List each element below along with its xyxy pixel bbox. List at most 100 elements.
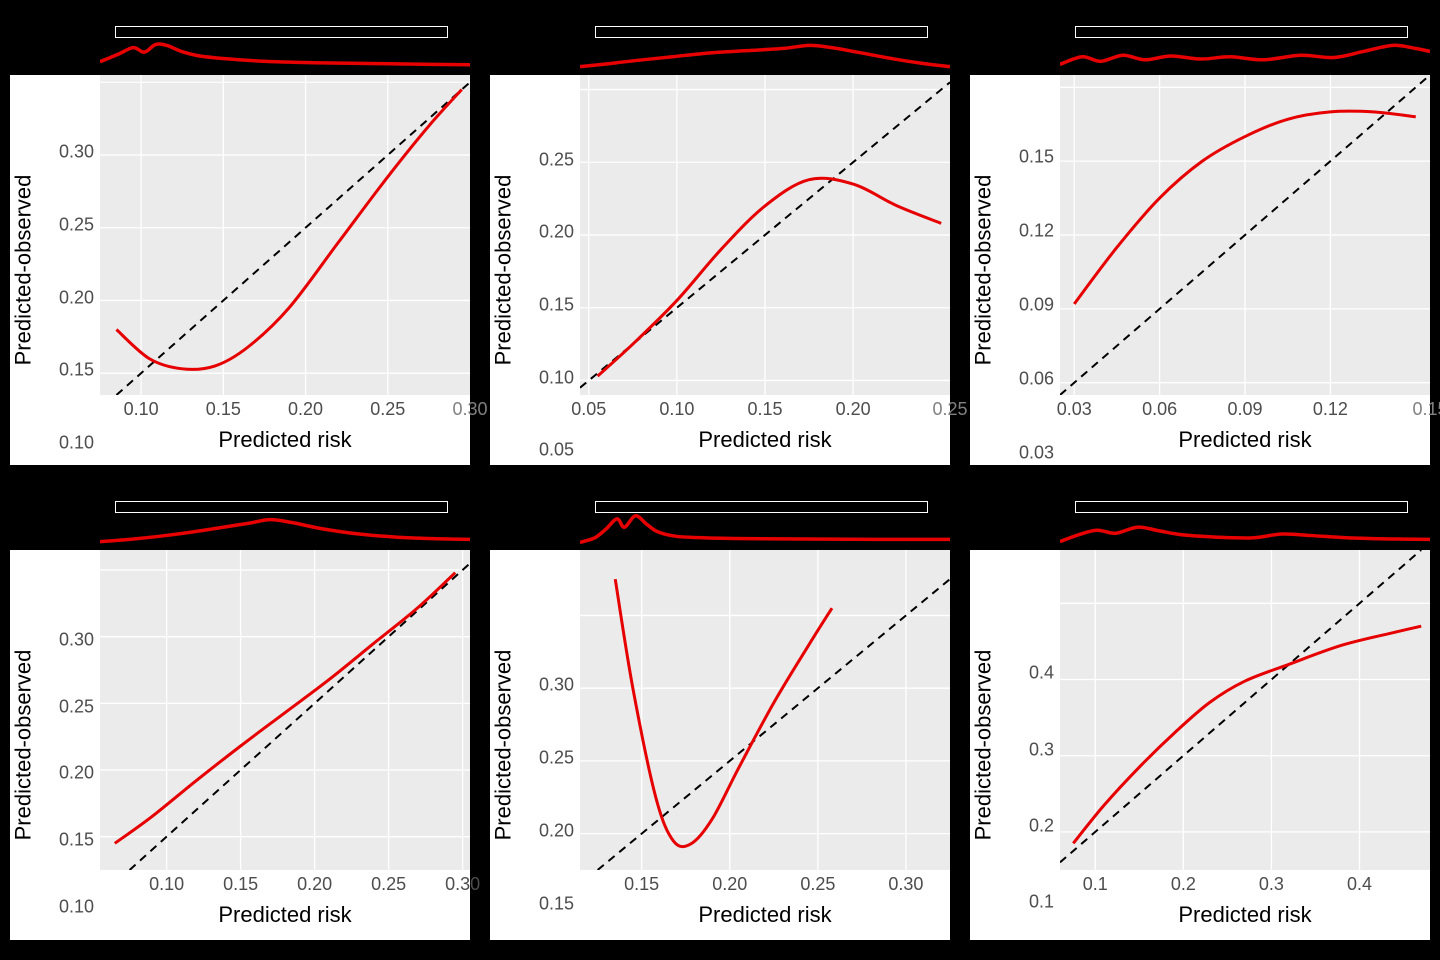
chart-svg-wrap <box>580 75 950 395</box>
x-tick-label: 0.20 <box>297 874 332 895</box>
calibration-chart <box>580 550 950 870</box>
y-tick-label: 0.30 <box>59 630 94 651</box>
calibration-chart <box>580 75 950 395</box>
x-tick-label: 0.4 <box>1347 874 1372 895</box>
calibration-panel: Predicted-observed0.150.200.250.300.150.… <box>490 495 950 940</box>
y-tick-label: 0.25 <box>59 696 94 717</box>
x-axis-label: Predicted risk <box>1060 902 1430 928</box>
y-axis: Predicted-observed0.030.060.090.120.15 <box>970 75 1060 465</box>
x-tick-label: 0.15 <box>223 874 258 895</box>
y-tick-label: 0.30 <box>539 675 574 696</box>
y-tick-label: 0.06 <box>1019 368 1054 389</box>
x-axis: 0.050.100.150.200.25Predicted risk <box>580 395 950 465</box>
x-ticks: 0.100.150.200.250.30 <box>100 395 470 423</box>
calibration-chart <box>1060 75 1430 395</box>
chart-svg-wrap <box>1060 75 1430 395</box>
y-tick-label: 0.15 <box>1019 147 1054 168</box>
x-tick-label: 0.25 <box>370 399 405 420</box>
x-axis: 0.030.060.090.120.15Predicted risk <box>1060 395 1430 465</box>
density-curve <box>580 512 950 550</box>
y-axis-label: Predicted-observed <box>490 75 516 465</box>
x-tick-label: 0.20 <box>288 399 323 420</box>
y-tick-label: 0.20 <box>59 763 94 784</box>
chart-grid: Predicted-observed0.100.150.200.250.300.… <box>0 0 1440 960</box>
chart-svg-wrap <box>100 75 470 395</box>
x-tick-label: 0.09 <box>1227 399 1262 420</box>
density-strip <box>970 20 1430 75</box>
plot-area: Predicted-observed0.10.20.30.40.10.20.30… <box>970 550 1430 940</box>
density-curve <box>100 512 470 550</box>
y-axis: Predicted-observed0.150.200.250.30 <box>490 550 580 940</box>
y-axis: Predicted-observed 0.05 0.10 0.15 0.20 0.25 <box>490 75 580 465</box>
x-tick-label: 0.06 <box>1142 399 1177 420</box>
x-axis-label: Predicted risk <box>580 427 950 453</box>
y-tick-label: 0.05 <box>539 440 574 461</box>
plot-area: Predicted-observed0.150.200.250.300.150.… <box>490 550 950 940</box>
x-axis: 0.10.20.30.4Predicted risk <box>1060 870 1430 940</box>
density-strip <box>10 495 470 550</box>
density-strip <box>970 495 1430 550</box>
density-curve <box>100 37 470 75</box>
y-tick-label: 0.4 <box>1029 663 1054 684</box>
x-ticks: 0.150.200.250.30 <box>580 870 950 898</box>
chart-body: 0.100.150.200.250.30Predicted risk <box>100 550 470 940</box>
y-tick-label: 0.10 <box>539 367 574 388</box>
x-tick-label: 0.20 <box>712 874 747 895</box>
y-tick-label: 0.15 <box>539 295 574 316</box>
x-tick-label: 0.1 <box>1083 874 1108 895</box>
x-tick-label-edge: 0.25 <box>932 399 967 420</box>
chart-body: 0.030.060.090.120.15Predicted risk <box>1060 75 1430 465</box>
x-tick-label: 0.25 <box>800 874 835 895</box>
y-ticks: 0.030.060.090.120.15 <box>996 75 1060 465</box>
x-axis: 0.100.150.200.250.30Predicted risk <box>100 395 470 465</box>
y-tick-label: 0.03 <box>1019 442 1054 463</box>
y-tick-label: 0.1 <box>1029 891 1054 912</box>
y-tick-label: 0.20 <box>539 222 574 243</box>
calibration-panel: Predicted-observed 0.05 0.10 0.15 0.20 0.25 0.… <box>490 20 950 465</box>
chart-body: 0.050.100.150.200.25Predicted risk <box>580 75 950 465</box>
chart-svg-wrap <box>580 550 950 870</box>
density-strip <box>490 20 950 75</box>
x-tick-label: 0.10 <box>149 874 184 895</box>
y-axis-label: Predicted-observed <box>10 550 36 940</box>
calibration-chart <box>100 550 470 870</box>
y-ticks: 0.100.150.200.250.30 <box>36 75 100 465</box>
y-axis: Predicted-observed0.100.150.200.250.30 <box>10 75 100 465</box>
y-ticks: 0.100.150.200.250.30 <box>36 550 100 940</box>
x-tick-label: 0.3 <box>1259 874 1284 895</box>
plot-area: Predicted-observed0.030.060.090.120.150.… <box>970 75 1430 465</box>
density-curve <box>580 37 950 75</box>
y-tick-label: 0.09 <box>1019 295 1054 316</box>
y-tick-label: 0.30 <box>59 142 94 163</box>
calibration-panel: Predicted-observed0.10.20.30.40.10.20.30… <box>970 495 1430 940</box>
y-tick-label: 0.15 <box>59 830 94 851</box>
y-axis: Predicted-observed0.10.20.30.4 <box>970 550 1060 940</box>
y-tick-label: 0.10 <box>59 433 94 454</box>
y-tick-label: 0.20 <box>59 287 94 308</box>
chart-body: 0.10.20.30.4Predicted risk <box>1060 550 1430 940</box>
x-ticks: 0.100.150.200.250.30 <box>100 870 470 898</box>
y-axis: Predicted-observed0.100.150.200.250.30 <box>10 550 100 940</box>
calibration-chart <box>1060 550 1430 870</box>
calibration-chart <box>100 75 470 395</box>
calibration-panel: Predicted-observed0.030.060.090.120.150.… <box>970 20 1430 465</box>
x-axis: 0.100.150.200.250.30Predicted risk <box>100 870 470 940</box>
density-strip <box>10 20 470 75</box>
x-tick-label: 0.25 <box>371 874 406 895</box>
chart-svg-wrap <box>1060 550 1430 870</box>
y-tick-label: 0.25 <box>539 149 574 170</box>
plot-area: Predicted-observed 0.05 0.10 0.15 0.20 0.25 0.… <box>490 75 950 465</box>
plot-area: Predicted-observed0.100.150.200.250.300.… <box>10 75 470 465</box>
chart-body: 0.150.200.250.30Predicted risk <box>580 550 950 940</box>
x-axis-label: Predicted risk <box>1060 427 1430 453</box>
x-axis-label: Predicted risk <box>100 902 470 928</box>
chart-svg-wrap <box>100 550 470 870</box>
plot-area: Predicted-observed 0.10 0.15 0.20 0.25 0.30 0.… <box>10 550 470 940</box>
y-tick-label: 0.15 <box>539 893 574 914</box>
density-curve <box>1060 512 1430 550</box>
y-tick-label: 0.25 <box>539 748 574 769</box>
x-tick-label-edge: 0.15 <box>1412 399 1440 420</box>
x-axis: 0.150.200.250.30Predicted risk <box>580 870 950 940</box>
x-axis-label: Predicted risk <box>580 902 950 928</box>
y-axis-label: Predicted-observed <box>970 75 996 465</box>
